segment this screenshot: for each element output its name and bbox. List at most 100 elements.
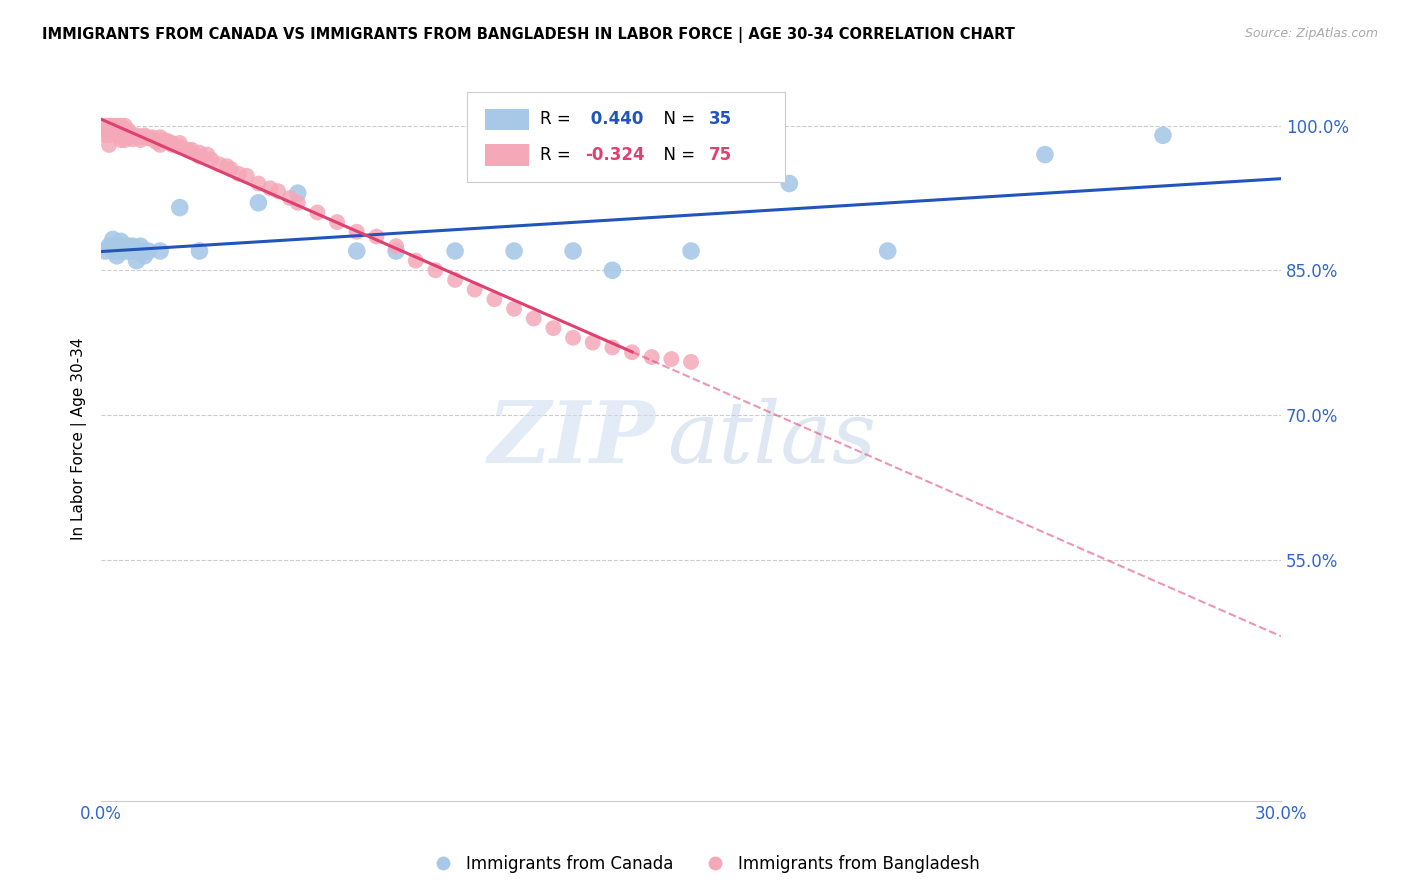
Point: [679, 244, 702, 258]
Point: [125, 128, 148, 143]
Point: [105, 249, 128, 263]
Point: [169, 201, 191, 215]
Point: [582, 335, 605, 350]
Point: [287, 186, 309, 201]
Point: [149, 244, 172, 258]
Point: [188, 149, 211, 163]
Point: [621, 345, 644, 359]
Point: [287, 195, 309, 210]
Point: [129, 133, 152, 147]
Point: [278, 191, 301, 205]
Point: [169, 140, 191, 154]
Point: [114, 133, 136, 147]
Point: [153, 133, 176, 147]
Point: [121, 244, 143, 258]
Bar: [485, 144, 530, 166]
Point: [141, 132, 163, 146]
Point: [641, 350, 664, 364]
Point: [562, 331, 585, 345]
Point: [134, 130, 156, 145]
Point: [105, 123, 128, 137]
Point: [215, 159, 238, 173]
Point: [661, 351, 683, 366]
Text: N =: N =: [654, 111, 700, 128]
Text: Source: ZipAtlas.com: Source: ZipAtlas.com: [1244, 27, 1378, 40]
Point: [110, 133, 132, 147]
Point: [503, 301, 526, 316]
Point: [125, 130, 148, 145]
Point: [778, 177, 800, 191]
Text: ZIP: ZIP: [488, 397, 655, 481]
Point: [156, 134, 179, 148]
Point: [105, 128, 128, 143]
Point: [98, 137, 121, 152]
Point: [385, 244, 408, 258]
Point: [114, 119, 136, 133]
Point: [118, 244, 141, 258]
Point: [110, 235, 132, 249]
Point: [118, 130, 141, 145]
Point: [110, 119, 132, 133]
Point: [141, 130, 163, 145]
Point: [247, 177, 270, 191]
Point: [114, 244, 136, 258]
Point: [125, 253, 148, 268]
Point: [464, 283, 486, 297]
Point: [98, 239, 121, 253]
Point: [188, 145, 211, 160]
Point: [326, 215, 349, 229]
Point: [346, 244, 368, 258]
Point: [101, 119, 124, 133]
Point: [160, 137, 183, 152]
Point: [94, 119, 117, 133]
Point: [523, 311, 546, 326]
Point: [98, 128, 121, 143]
Point: [149, 130, 172, 145]
Text: 0.440: 0.440: [585, 111, 643, 128]
Point: [259, 181, 281, 195]
Point: [149, 137, 172, 152]
Text: R =: R =: [540, 111, 576, 128]
Point: [679, 355, 702, 369]
Point: [425, 263, 447, 277]
Point: [136, 131, 159, 145]
Point: [444, 273, 467, 287]
Point: [602, 340, 624, 354]
Point: [219, 162, 242, 177]
Point: [169, 136, 191, 150]
Point: [121, 132, 143, 146]
Point: [503, 244, 526, 258]
Point: [129, 130, 152, 145]
Point: [101, 232, 124, 246]
Point: [121, 128, 143, 143]
Point: [134, 128, 156, 143]
Text: IMMIGRANTS FROM CANADA VS IMMIGRANTS FROM BANGLADESH IN LABOR FORCE | AGE 30-34 : IMMIGRANTS FROM CANADA VS IMMIGRANTS FRO…: [42, 27, 1015, 43]
Point: [180, 143, 202, 157]
Point: [1152, 128, 1174, 143]
Point: [235, 169, 257, 183]
Point: [94, 128, 117, 143]
FancyBboxPatch shape: [467, 92, 786, 182]
Point: [346, 225, 368, 239]
Point: [602, 263, 624, 277]
Point: [134, 249, 156, 263]
Point: [208, 157, 231, 171]
Point: [228, 167, 250, 181]
Point: [129, 244, 152, 258]
Point: [188, 244, 211, 258]
Text: atlas: atlas: [668, 398, 876, 481]
Point: [118, 123, 141, 137]
Point: [200, 153, 222, 167]
Point: [562, 244, 585, 258]
Point: [145, 135, 167, 149]
Text: N =: N =: [654, 145, 700, 164]
Point: [105, 119, 128, 133]
Point: [405, 253, 427, 268]
Y-axis label: In Labor Force | Age 30-34: In Labor Force | Age 30-34: [72, 338, 87, 541]
Text: R =: R =: [540, 145, 576, 164]
Point: [98, 119, 121, 133]
Point: [543, 321, 565, 335]
Point: [121, 239, 143, 253]
Point: [1033, 147, 1056, 161]
Point: [876, 244, 898, 258]
